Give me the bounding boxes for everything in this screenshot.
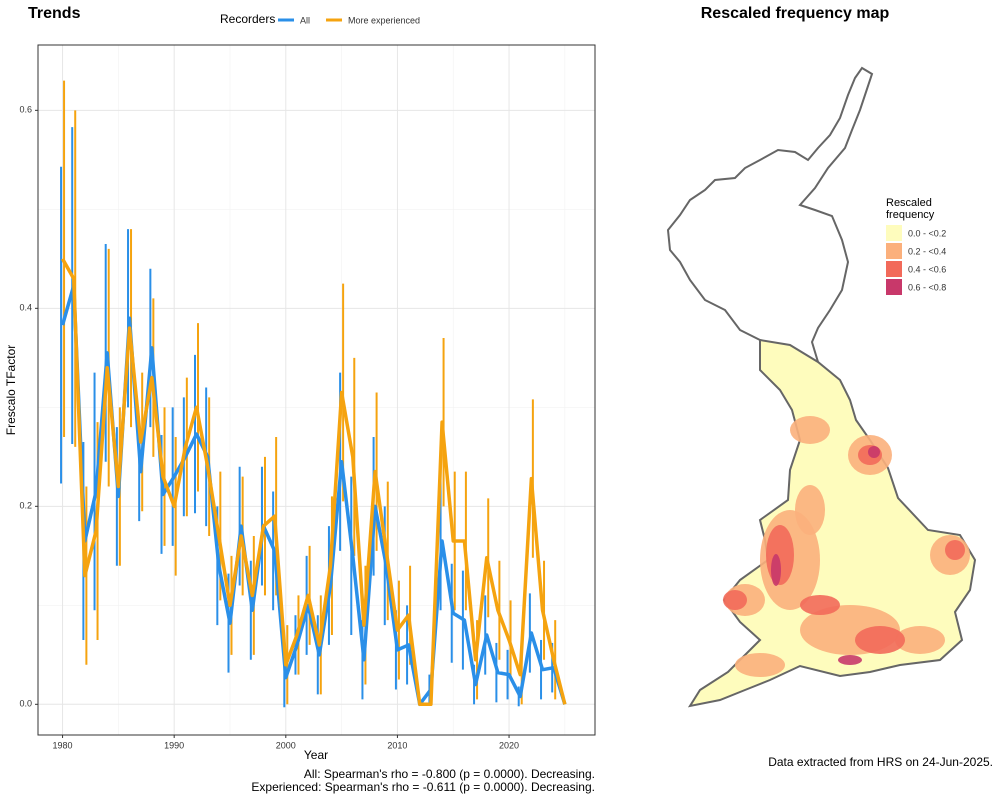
map-legend-label: 0.4 - <0.6: [908, 264, 946, 274]
x-tick-label: 2010: [387, 740, 407, 750]
chart-title: Trends: [28, 5, 81, 22]
footer: Data extracted from HRS on 24-Jun-2025.: [768, 755, 993, 769]
y-tick-label: 0.4: [19, 303, 32, 313]
map-cell: [895, 626, 945, 654]
map-legend-swatch: [886, 243, 902, 259]
map-cell: [855, 626, 905, 654]
map-legend-swatch: [886, 261, 902, 277]
x-axis-label: Year: [304, 748, 328, 762]
legend-label: More experienced: [348, 15, 420, 25]
series-line: [61, 257, 567, 707]
y-tick-label: 0.6: [19, 105, 32, 115]
map-cell: [771, 554, 781, 586]
map-cell: [735, 653, 785, 677]
map: [666, 66, 977, 708]
y-tick-label: 0.2: [19, 501, 32, 511]
map-cell: [723, 590, 747, 610]
map-cell: [800, 595, 840, 615]
x-tick-label: 2020: [499, 740, 519, 750]
legend-title: Recorders: [220, 12, 275, 26]
map-legend-title: frequency: [886, 209, 935, 221]
annotation: Experienced: Spearman's rho = -0.611 (p …: [251, 780, 595, 794]
map-cell: [868, 446, 880, 458]
x-tick-label: 2000: [276, 740, 296, 750]
y-axis-label: Frescalo TFactor: [4, 345, 18, 435]
x-tick-label: 1990: [164, 740, 184, 750]
x-tick-label: 1980: [53, 740, 73, 750]
map-legend-label: 0.2 - <0.4: [908, 246, 946, 256]
map-title: Rescaled frequency map: [701, 5, 890, 22]
map-cell: [795, 485, 825, 535]
y-tick-label: 0.0: [19, 699, 32, 709]
map-legend-swatch: [886, 225, 902, 241]
scotland-outline: [666, 66, 874, 364]
map-legend-title: Rescaled: [886, 197, 932, 209]
map-cell: [790, 416, 830, 444]
map-cell: [838, 655, 862, 665]
map-cell: [945, 540, 965, 560]
legend-label: All: [300, 15, 310, 25]
annotation: All: Spearman's rho = -0.800 (p = 0.0000…: [304, 767, 595, 781]
plot-frame: [37, 44, 596, 736]
map-legend-swatch: [886, 279, 902, 295]
map-legend-label: 0.6 - <0.8: [908, 282, 946, 292]
map-legend-label: 0.0 - <0.2: [908, 228, 946, 238]
